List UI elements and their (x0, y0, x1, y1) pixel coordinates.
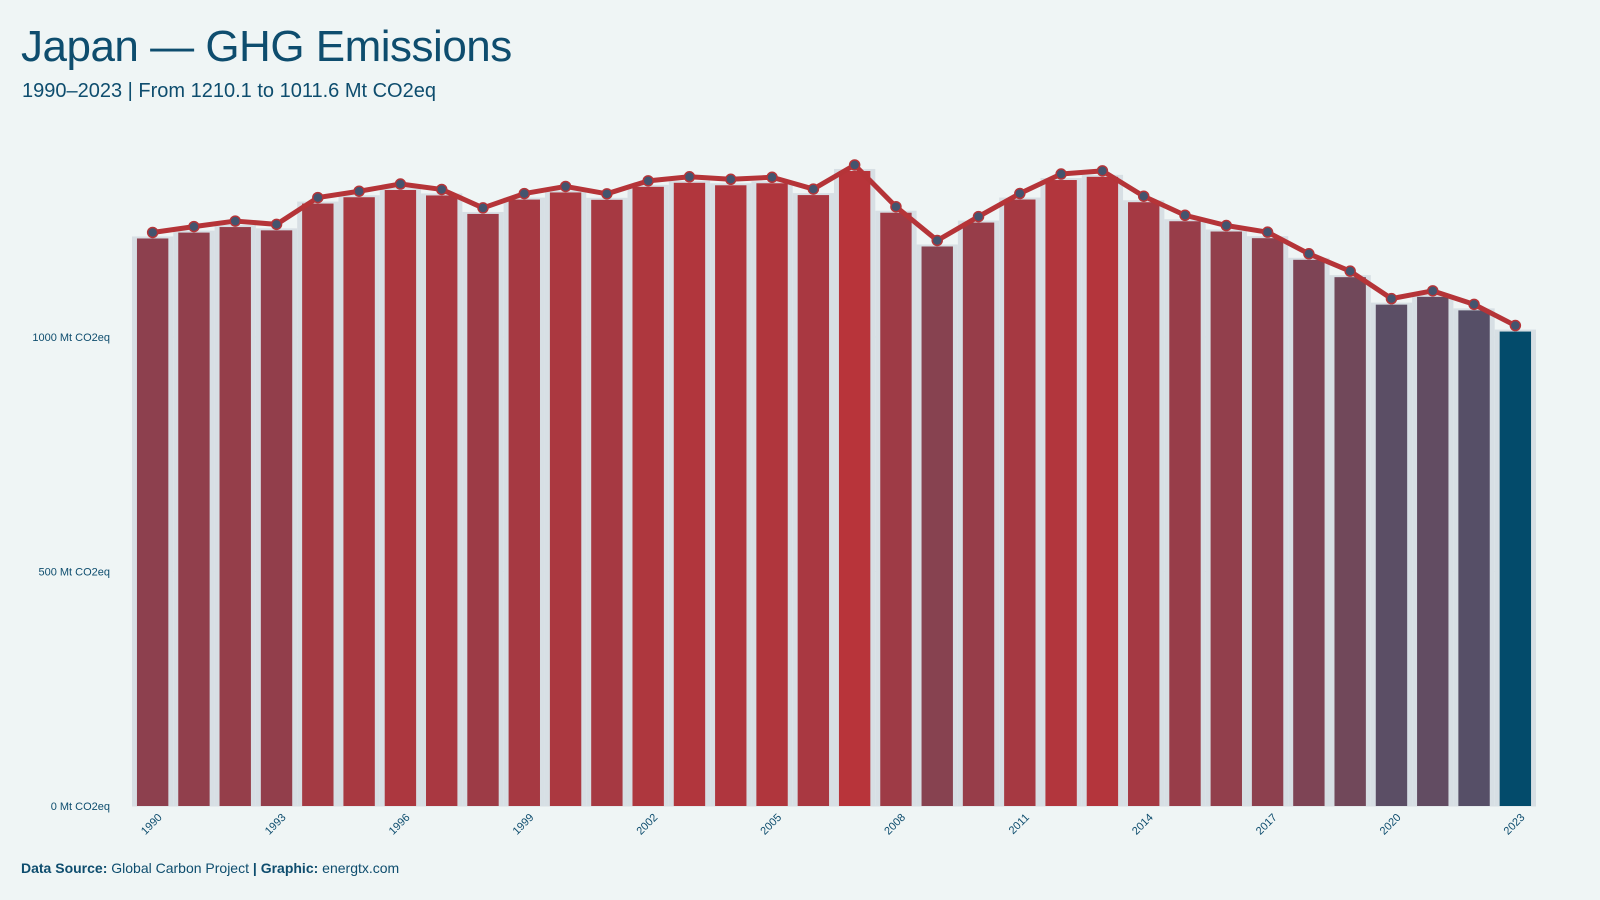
bar-2011 (1004, 199, 1036, 806)
point-2020 (1385, 292, 1398, 305)
x-tick-label: 1996 (387, 812, 413, 838)
point-2009 (931, 234, 943, 247)
graphic-label: Graphic: (260, 860, 319, 876)
x-tick-label: 2002 (634, 812, 660, 838)
point-2017 (1261, 226, 1274, 238)
point-1997 (435, 183, 448, 196)
bar-1997 (426, 195, 458, 806)
point-2005 (766, 171, 778, 184)
bar-2012 (1045, 180, 1077, 806)
bar-2001 (591, 199, 623, 806)
graphic-value: energtx.com (322, 860, 400, 876)
page-title: Japan — GHG Emissions (21, 22, 512, 71)
point-1993 (270, 218, 283, 231)
point-2022 (1468, 298, 1480, 311)
y-tick-label: 500 Mt CO2eq (38, 567, 110, 579)
point-2000 (559, 180, 572, 193)
page-subtitle: 1990–2023 | From 1210.1 to 1011.6 Mt CO2… (22, 80, 436, 102)
bar-1994 (302, 203, 334, 806)
point-2016 (1220, 219, 1233, 232)
bar-2007 (838, 170, 871, 806)
point-2004 (725, 173, 737, 186)
point-1999 (518, 187, 531, 200)
x-tick-label: 2020 (1378, 812, 1404, 838)
bar-1999 (508, 199, 540, 806)
point-2018 (1303, 248, 1315, 260)
bar-1993 (260, 230, 293, 807)
point-1996 (394, 178, 407, 190)
x-tick-label: 2008 (882, 812, 908, 838)
point-2003 (683, 171, 696, 183)
x-tick-label: 2011 (1007, 812, 1032, 837)
x-axis: 1990 1993 1996 1999 2002 2005 2008 2011 2014 2017… (139, 812, 1528, 838)
bar-2018 (1293, 259, 1325, 806)
point-1990 (146, 226, 159, 239)
bar-2016 (1210, 231, 1242, 806)
point-1991 (188, 220, 200, 233)
x-tick-label: 1993 (263, 812, 289, 838)
bars (132, 168, 1536, 807)
x-tick-label: 2014 (1130, 812, 1156, 838)
bar-2019 (1334, 277, 1366, 806)
x-tick-label: 2023 (1502, 812, 1528, 838)
point-2012 (1055, 168, 1067, 180)
bar-2017 (1251, 238, 1284, 806)
bar-2014 (1128, 202, 1160, 806)
point-2019 (1344, 265, 1356, 277)
point-2007 (848, 159, 861, 171)
point-2002 (642, 175, 654, 187)
point-2001 (601, 188, 613, 200)
bar-1992 (219, 227, 251, 806)
point-2021 (1427, 285, 1439, 297)
point-1994 (312, 191, 324, 204)
bar-1990 (136, 238, 169, 806)
bar-2000 (549, 192, 582, 806)
bar-2008 (880, 212, 912, 807)
point-2006 (807, 183, 820, 195)
trend-line (146, 159, 1522, 332)
bar-1998 (467, 213, 499, 807)
point-2015 (1179, 209, 1191, 222)
bar-2010 (962, 222, 995, 807)
point-1998 (477, 202, 489, 214)
point-1992 (229, 215, 241, 227)
bar-2004 (715, 185, 747, 806)
bar-2020 (1375, 304, 1408, 806)
bar-2015 (1169, 221, 1201, 806)
y-tick-label: 1000 Mt CO2eq (32, 332, 110, 344)
bar-2021 (1417, 296, 1449, 806)
trend-polyline (150, 162, 1518, 329)
bar-2009 (921, 246, 953, 806)
bar-1995 (343, 197, 375, 806)
bar-1991 (178, 232, 210, 807)
bar-2003 (673, 182, 706, 807)
x-tick-label: 1999 (511, 812, 537, 838)
point-1995 (353, 185, 365, 197)
point-2013 (1096, 165, 1109, 177)
bar-2005 (756, 183, 788, 807)
bar-2002 (632, 186, 664, 807)
bar-2022 (1458, 310, 1490, 806)
source-label: Data Source: (21, 860, 108, 876)
point-2011 (1014, 187, 1026, 200)
x-tick-label: 2005 (758, 812, 784, 838)
point-2014 (1137, 190, 1150, 202)
x-tick-label: 1990 (139, 812, 165, 838)
bar-2023 (1499, 331, 1532, 806)
point-2010 (972, 210, 985, 223)
x-tick-label: 2017 (1254, 812, 1280, 838)
bar-1996 (384, 190, 417, 807)
source-value: Global Carbon Project (111, 860, 249, 876)
footer-separator: | (252, 860, 257, 876)
y-axis: 0 Mt CO2eq 500 Mt CO2eq 1000 Mt CO2eq (32, 332, 110, 813)
point-2008 (890, 200, 902, 213)
bar-2013 (1086, 176, 1119, 807)
bar-2006 (797, 195, 830, 807)
point-2023 (1509, 319, 1522, 332)
y-tick-label: 0 Mt CO2eq (51, 801, 110, 813)
footer: Data Source: Global Carbon Project | Gra… (21, 860, 399, 876)
